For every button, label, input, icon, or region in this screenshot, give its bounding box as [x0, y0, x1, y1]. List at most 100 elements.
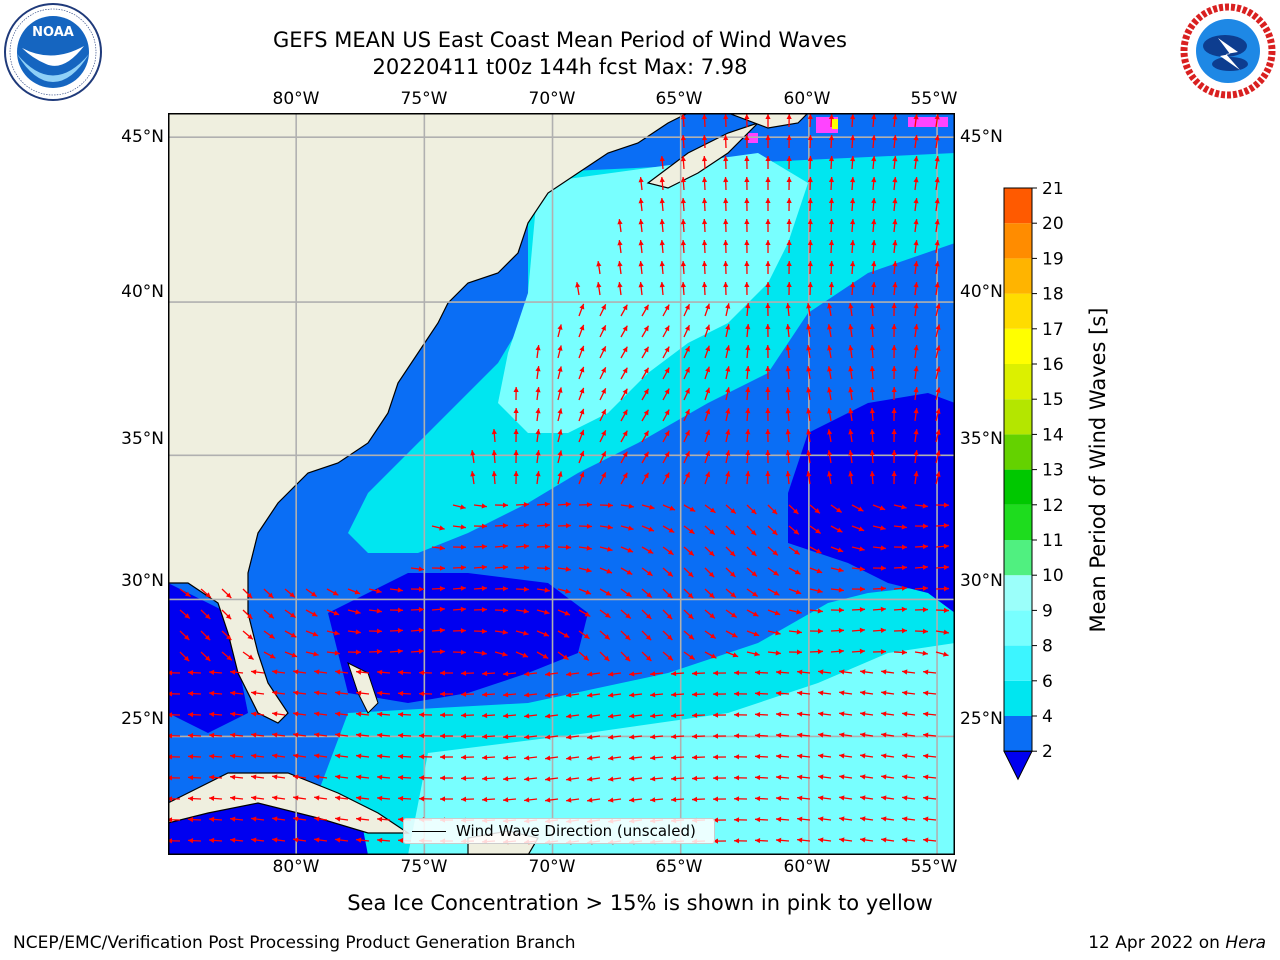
direction-arrowhead [860, 732, 866, 738]
direction-arrowhead [643, 367, 649, 374]
direction-arrowhead [797, 795, 803, 801]
direction-arrowhead [869, 408, 875, 414]
direction-arrowhead [251, 774, 257, 780]
direction-arrowhead [786, 156, 792, 162]
direction-arrowhead [645, 634, 652, 641]
direction-arrowhead [709, 529, 715, 535]
direction-arrowhead [771, 508, 778, 515]
direction-arrowhead [684, 346, 690, 352]
colorbar-tick-label: 12 [1042, 496, 1064, 516]
direction-arrowhead [587, 671, 593, 677]
direction-arrowhead [755, 816, 761, 823]
direction-arrowhead [818, 753, 824, 759]
direction-arrowhead [671, 796, 677, 803]
direction-arrowhead [246, 613, 253, 619]
direction-arrowhead [601, 304, 606, 310]
direction-arrowhead [607, 546, 613, 552]
direction-arrowhead [557, 366, 563, 372]
direction-arrowhead [335, 690, 341, 696]
direction-arrowhead [765, 114, 771, 119]
direction-arrowhead [397, 587, 403, 593]
direction-arrowhead [806, 450, 812, 456]
direction-arrowhead [750, 529, 757, 536]
direction-arrowhead [440, 712, 446, 718]
direction-arrowhead [688, 550, 694, 556]
direction-arrowhead [837, 547, 844, 553]
direction-arrowhead [680, 240, 687, 246]
direction-arrowhead [545, 776, 551, 782]
direction-arrowhead [418, 648, 424, 654]
direction-arrowhead [705, 471, 711, 478]
direction-arrowhead [745, 450, 751, 456]
direction-arrowhead [188, 838, 194, 844]
colorbar-tick-label: 11 [1042, 531, 1064, 551]
direction-arrowhead [776, 816, 782, 822]
direction-arrowhead [680, 219, 687, 225]
direction-arrowhead [503, 797, 509, 803]
direction-arrowhead [314, 774, 320, 780]
direction-arrowhead [565, 523, 571, 529]
direction-arrowhead [230, 837, 236, 843]
direction-arrowhead [667, 549, 674, 555]
direction-arrowhead [503, 671, 509, 677]
direction-arrowhead [725, 450, 731, 456]
direction-arrowhead [730, 592, 736, 598]
direction-arrowhead [776, 711, 782, 717]
direction-arrowhead [535, 387, 541, 393]
direction-arrowhead [398, 774, 404, 781]
graticule [168, 113, 955, 855]
direction-arrowhead [806, 429, 812, 435]
direction-arrowhead [579, 324, 585, 331]
direction-arrowhead [622, 325, 628, 332]
sea-ice-caption: Sea Ice Concentration > 15% is shown in … [347, 891, 933, 915]
direction-arrowhead [913, 303, 919, 309]
direction-arrowhead [335, 732, 341, 738]
direction-arrowhead [815, 528, 821, 534]
direction-arrowhead [314, 795, 320, 801]
direction-arrowhead [765, 429, 771, 435]
direction-arrowhead [209, 669, 215, 675]
direction-arrowhead [439, 627, 445, 633]
direction-arrowhead [901, 564, 907, 571]
direction-arrowhead [892, 177, 898, 183]
direction-arrowhead [398, 669, 404, 676]
direction-arrowhead [461, 733, 467, 739]
direction-arrowhead [775, 630, 781, 636]
direction-arrowhead [725, 303, 731, 309]
direction-arrowhead [913, 177, 919, 183]
direction-arrowhead [440, 796, 446, 802]
direction-arrowhead [734, 712, 740, 718]
direction-arrowhead [776, 753, 782, 759]
direction-arrowhead [815, 548, 822, 554]
direction-arrowhead [557, 324, 563, 330]
direction-arrowhead [818, 690, 824, 696]
direction-arrowhead [503, 713, 509, 719]
direction-arrowhead [564, 610, 570, 616]
direction-arrowhead [418, 566, 424, 572]
direction-arrowhead [913, 198, 919, 204]
direction-arrowhead [849, 198, 856, 204]
direction-arrowhead [902, 753, 908, 759]
direction-arrowhead [544, 501, 550, 507]
direction-arrowhead [701, 114, 708, 120]
noaa-logo-text: NOAA [32, 25, 74, 40]
direction-arrowhead [629, 734, 635, 740]
direction-arrowhead [524, 734, 530, 740]
direction-arrowhead [692, 796, 698, 802]
wave-period-map [168, 113, 955, 855]
direction-arrowhead [638, 198, 644, 204]
direction-arrowhead [269, 653, 276, 659]
direction-arrowhead [785, 471, 791, 477]
direction-arrowhead [535, 450, 541, 456]
direction-arrowhead [557, 345, 563, 351]
direction-arrowhead [293, 732, 299, 738]
lat-tick-right: 30°N [960, 571, 1003, 591]
land-north-america [168, 113, 689, 724]
colorbar-segment [1004, 504, 1032, 540]
direction-arrowhead [754, 651, 760, 657]
direction-arrowhead [586, 567, 592, 573]
direction-arrowhead [524, 776, 530, 782]
direction-arrowhead [745, 408, 751, 414]
direction-arrowhead [943, 586, 949, 592]
direction-arrowhead [880, 585, 886, 592]
